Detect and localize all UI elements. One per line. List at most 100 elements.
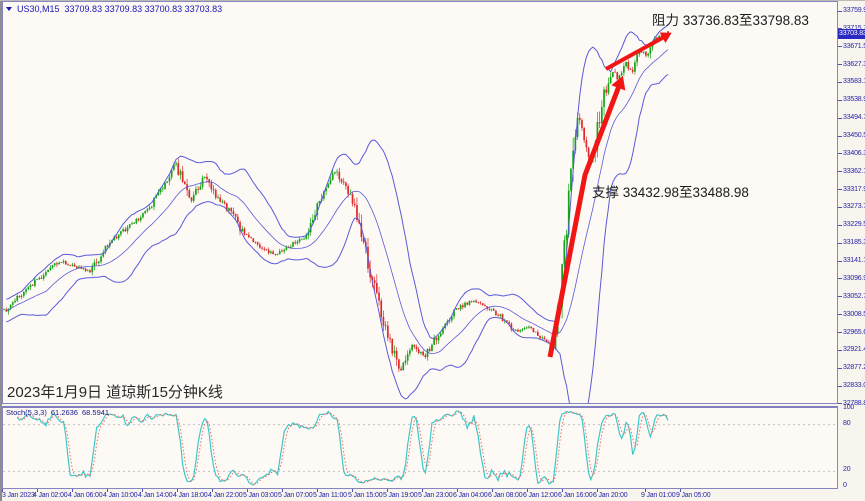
price-axis-label: 33052.70 xyxy=(843,292,865,300)
time-tick xyxy=(492,489,493,492)
price-tick xyxy=(838,367,842,369)
price-axis-label: 33671.50 xyxy=(843,42,865,50)
stoch-axis-label: 20 xyxy=(843,466,851,474)
price-axis-label: 33627.30 xyxy=(843,60,865,68)
bull-candle-bodies xyxy=(3,34,667,371)
price-axis-label: 33141.10 xyxy=(843,257,865,264)
price-tick xyxy=(838,224,842,226)
bollinger-middle-band xyxy=(6,49,669,355)
time-axis-label: 5 Jan 03:00 xyxy=(243,492,278,499)
time-axis-label: 4 Jan 06:00 xyxy=(68,492,103,499)
bollinger-lower-band xyxy=(6,74,669,403)
price-axis-label: 33715.70 xyxy=(843,25,865,33)
time-tick xyxy=(142,489,143,492)
price-tick xyxy=(838,332,842,333)
price-tick xyxy=(838,242,842,244)
time-tick xyxy=(527,489,528,492)
price-tick xyxy=(838,81,842,83)
price-tick xyxy=(838,117,842,119)
time-tick xyxy=(457,489,458,492)
time-axis[interactable]: 3 Jan 2023 4 Jan 02:00 4 Jan 06:00 4 Jan 10… xyxy=(0,489,865,501)
time-axis-label: 3 Jan 2023 xyxy=(2,492,35,499)
price-axis-label: 33494.70 xyxy=(843,114,865,122)
price-tick xyxy=(838,189,842,191)
time-axis-label: 5 Jan 15:00 xyxy=(348,492,383,499)
stochastic-k-value: 61.2636 xyxy=(50,408,78,417)
price-axis-label: 33362.10 xyxy=(843,167,865,175)
chevron-down-icon[interactable] xyxy=(6,7,12,11)
price-tick xyxy=(838,46,842,48)
stochastic-name: Stoch(5,3,3) xyxy=(6,408,47,417)
price-tick xyxy=(838,314,842,316)
trend-arrowhead xyxy=(659,32,672,43)
time-axis-label: 6 Jan 20:00 xyxy=(593,492,628,499)
price-axis-label: 33096.90 xyxy=(843,274,865,282)
stoch-axis-label: 80 xyxy=(843,419,851,427)
time-tick xyxy=(645,489,646,492)
time-axis-label: 6 Jan 08:00 xyxy=(488,492,523,499)
price-axis[interactable]: 33759.90 33715.70 33671.50 33627.30 33583.10… xyxy=(838,0,865,501)
resistance-annotation: 阻力 33736.83至33798.83 xyxy=(652,13,809,28)
time-tick xyxy=(597,489,598,492)
price-axis-label: 33317.90 xyxy=(843,185,865,193)
support-annotation: 支撑 33432.98至33488.98 xyxy=(592,185,749,200)
symbol-label: US30,M15 xyxy=(17,4,60,14)
time-axis-label: 9 Jan 01:00 xyxy=(641,492,676,499)
price-axis-label: 33008.50 xyxy=(843,310,865,318)
price-axis-label: 33273.70 xyxy=(843,203,865,211)
time-tick xyxy=(282,489,283,492)
price-axis-label: 32833.00 xyxy=(843,382,865,389)
time-axis-label: 5 Jan 19:00 xyxy=(383,492,418,499)
time-tick xyxy=(680,489,681,492)
price-axis-label: 33229.50 xyxy=(843,221,865,229)
time-axis-label: 4 Jan 22:00 xyxy=(208,492,243,499)
time-axis-label: 5 Jan 07:00 xyxy=(278,492,313,499)
time-tick xyxy=(37,489,38,492)
time-tick xyxy=(107,489,108,492)
price-tick xyxy=(838,403,842,405)
price-tick xyxy=(838,296,842,298)
trend-arrow xyxy=(605,35,665,71)
time-tick xyxy=(352,489,353,492)
price-axis-label: 33583.10 xyxy=(843,78,865,86)
stoch-d-line xyxy=(17,411,669,485)
price-tick xyxy=(838,135,842,137)
stochastic-chart[interactable] xyxy=(3,408,837,488)
time-tick xyxy=(72,489,73,492)
price-tick xyxy=(838,206,842,208)
time-tick xyxy=(422,489,423,492)
time-axis-label: 4 Jan 18:00 xyxy=(173,492,208,499)
time-axis-label: 4 Jan 14:00 xyxy=(138,492,173,499)
candlestick-chart[interactable] xyxy=(3,2,837,403)
time-tick xyxy=(247,489,248,492)
trend-arrowhead xyxy=(611,75,626,91)
window-edge xyxy=(0,0,865,1)
price-axis-label: 32965.60 xyxy=(843,328,865,336)
bollinger-upper-band xyxy=(6,24,669,339)
price-tick xyxy=(838,153,842,155)
stoch-axis-label: 100 xyxy=(843,404,855,411)
time-axis-label: 5 Jan 23:00 xyxy=(418,492,453,499)
time-tick xyxy=(177,489,178,492)
price-tick xyxy=(838,171,842,173)
time-tick xyxy=(387,489,388,492)
time-axis-label: 6 Jan 16:00 xyxy=(558,492,593,499)
time-tick xyxy=(212,489,213,492)
stochastic-pane[interactable] xyxy=(2,406,838,489)
time-axis-label: 4 Jan 02:00 xyxy=(33,492,68,499)
price-axis-label: 33450.50 xyxy=(843,132,865,139)
price-axis-label: 32877.20 xyxy=(843,364,865,372)
price-tick xyxy=(838,64,842,66)
stochastic-d-value: 68.5941 xyxy=(81,408,110,417)
main-chart-pane[interactable] xyxy=(2,1,838,404)
time-tick xyxy=(2,489,3,492)
price-axis-label: 33538.90 xyxy=(843,96,865,104)
price-axis-label: 32788.80 xyxy=(843,399,865,407)
ohlc-values: 33709.83 33709.83 33700.83 33703.83 xyxy=(64,4,223,14)
stoch-axis-label: 0 xyxy=(843,482,847,489)
price-tick xyxy=(838,10,842,12)
symbol-ohlc-line[interactable]: US30,M15 33709.83 33709.83 33700.83 3370… xyxy=(6,4,222,14)
current-price-tag: 33703.83 xyxy=(838,28,865,39)
price-tick xyxy=(838,278,842,280)
